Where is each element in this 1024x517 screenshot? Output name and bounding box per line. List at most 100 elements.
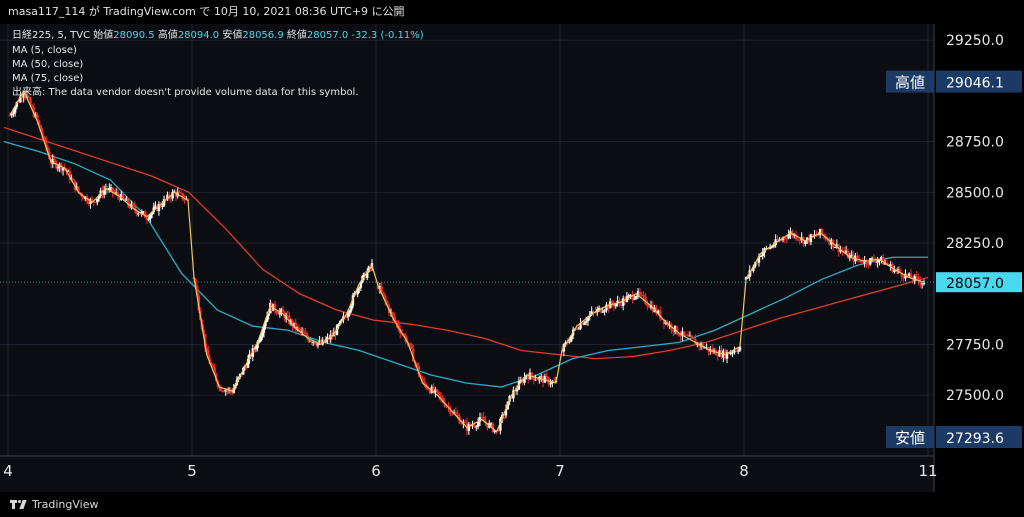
price-markers: 28057.0 高値 29046.1 安値 27293.6 (0, 70, 1022, 449)
candle-body (807, 237, 811, 243)
candle-body (22, 94, 25, 98)
candle-body (8, 115, 12, 117)
candle-body (672, 329, 675, 332)
candle-body (757, 256, 761, 263)
candle-body (794, 234, 798, 240)
candle-body (646, 303, 649, 307)
candle-body (415, 362, 419, 366)
symbol-line-part: 始値 (93, 28, 113, 41)
candle-body (108, 187, 111, 190)
candle-body (512, 390, 515, 399)
candle-body (885, 262, 889, 265)
candle-body (142, 211, 145, 213)
candle-body (636, 291, 640, 297)
candle-body (195, 286, 199, 296)
candle-body (262, 326, 266, 333)
candle-body (61, 167, 65, 171)
footer: TradingView (0, 492, 1024, 517)
candle-body (796, 239, 800, 241)
candle-body (462, 421, 465, 424)
candle-body (118, 195, 121, 201)
candle-body (865, 259, 868, 264)
candle-body (686, 334, 690, 337)
candle-body (211, 365, 215, 368)
candle-body (432, 386, 435, 393)
candle-body (584, 321, 588, 323)
candle-body (664, 321, 668, 324)
candle-body (133, 205, 137, 211)
candle-body (902, 276, 905, 279)
candle-body (539, 376, 543, 378)
candle-body (10, 114, 13, 116)
candle-body (278, 311, 282, 315)
candle-body (835, 244, 839, 248)
candle-body (586, 316, 590, 322)
candle-body (716, 355, 719, 357)
candle-body (437, 391, 441, 396)
candle-body (97, 195, 101, 199)
candle-body (577, 328, 580, 330)
tradingview-logo-icon (10, 500, 27, 509)
candle-body (519, 380, 522, 382)
candle-body (631, 294, 634, 300)
candle-body (366, 271, 369, 278)
candle-body (382, 292, 385, 296)
candle-body (692, 337, 695, 340)
candle-body (166, 194, 169, 200)
candle-body (44, 137, 48, 147)
candle-body (822, 234, 826, 237)
candle-body (46, 146, 49, 153)
candle-body (179, 192, 183, 194)
candle-body (408, 342, 411, 344)
candle-body (536, 379, 539, 381)
y-tick-label: 28250.0 (946, 236, 1004, 252)
candle-body (307, 337, 310, 342)
username[interactable]: masa117_114 (8, 5, 86, 18)
candle-body (82, 197, 85, 200)
candle-body (234, 385, 237, 389)
candle-body (638, 291, 642, 295)
candle-body (817, 234, 820, 236)
candle-body (449, 407, 452, 414)
candle-body (280, 309, 283, 312)
symbol-line-part: 28094.0 (178, 30, 223, 41)
grid (0, 24, 934, 457)
candle-body (476, 421, 480, 427)
candle-body (395, 321, 398, 324)
price-chart[interactable]: 29250.0 28750.0 28500.0 28250.0 27750.0 27500… (0, 24, 1024, 492)
candle-body (770, 246, 774, 248)
candle-body (850, 254, 853, 256)
legend-entry: MA (75, close) (12, 73, 83, 84)
candle-body (566, 342, 569, 344)
candle-body (861, 262, 865, 264)
candle-body (232, 388, 235, 394)
candle-body (111, 187, 114, 193)
price-axis[interactable] (934, 24, 1024, 492)
candle-body (291, 320, 294, 327)
chart-area[interactable]: 29250.0 28750.0 28500.0 28250.0 27750.0 27500… (0, 24, 1024, 492)
candle-body (504, 409, 508, 416)
candle-body (37, 120, 41, 126)
candle-body (137, 213, 140, 215)
candle-body (150, 212, 154, 215)
candle-body (178, 192, 181, 194)
candle-body (634, 296, 638, 299)
candle-body (870, 258, 874, 260)
symbol-line-part: 安値 (222, 28, 242, 41)
y-tick-label: 27500.0 (946, 388, 1004, 404)
candle-body (662, 318, 666, 324)
candle-body (12, 112, 15, 115)
candle-body (681, 331, 684, 337)
candle-body (690, 335, 693, 338)
candle-body (445, 406, 448, 408)
candle-body (417, 365, 420, 375)
candle-body (590, 311, 593, 315)
published-text: に公開 (371, 5, 405, 18)
candle-body (592, 311, 595, 313)
candle-body (482, 417, 485, 421)
candle-body (267, 313, 270, 316)
candle-body (603, 310, 606, 312)
candle-body (534, 379, 537, 381)
footer-brand[interactable]: TradingView (32, 498, 99, 511)
candle-body (275, 311, 278, 314)
